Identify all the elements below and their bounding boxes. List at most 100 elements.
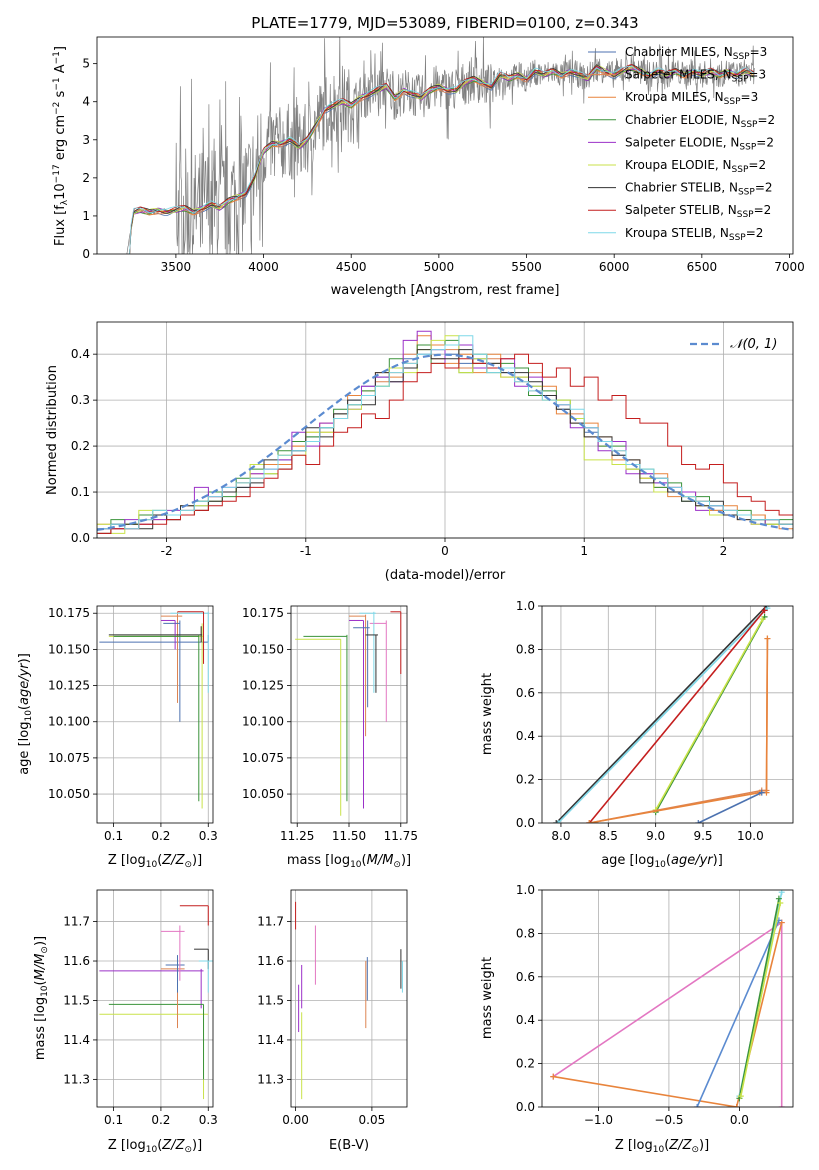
x-tick-label: 4500: [336, 260, 367, 274]
y-tick-label: 4: [82, 95, 90, 109]
y-tick-label: 0.8: [516, 642, 535, 656]
y-tick-label: 1.0: [516, 599, 535, 613]
x-axis-label: age [log10(age/yr)]: [601, 853, 723, 870]
y-tick-label: 10.175: [48, 606, 90, 620]
weight-marker: [764, 635, 771, 642]
x-tick-label: 9.5: [693, 829, 712, 843]
legend-label: Kroupa MILES, NSSP=3: [625, 90, 758, 107]
y-tick-label: 11.7: [257, 915, 284, 929]
y-tick-label: 0.4: [516, 1013, 535, 1027]
normal-curve: [97, 353, 793, 531]
y-tick-label: 11.5: [63, 993, 90, 1007]
panel-mass-vs-EBV: 0.00 0.05 11.3 11.4 11.5 11.6 11.7 E(B-V): [257, 889, 408, 1153]
weight-marker: [550, 1073, 557, 1080]
x-tick-label: 0.3: [199, 1113, 218, 1127]
x-tick-label: 8.0: [551, 829, 570, 843]
legend-label: Salpeter STELIB, NSSP=2: [625, 203, 771, 220]
weight-marker: [553, 820, 560, 823]
y-tick-label: 11.7: [63, 915, 90, 929]
plot-area: [97, 330, 793, 538]
legend-label: Chabrier MILES, NSSP=3: [625, 45, 767, 62]
y-tick-label: 0: [82, 247, 90, 261]
legend-label: Kroupa ELODIE, NSSP=2: [625, 158, 766, 175]
axes-frame: [96, 605, 214, 824]
legend-label: Salpeter ELODIE, NSSP=2: [625, 135, 774, 152]
panel-spectrum: 3500 4000 4500 5000 5500 6000 6500 7000 0 1 2 3 4 5 wa…: [52, 36, 805, 298]
weight-line: [557, 607, 768, 823]
weight-line: [697, 791, 763, 823]
y-tick-label: 10.125: [48, 679, 90, 693]
y-tick-label: 5: [82, 57, 90, 71]
x-tick-label: 1: [580, 544, 588, 558]
legend-label: Salpeter MILES, NSSP=3: [625, 68, 766, 85]
weight-marker: [761, 607, 768, 614]
residual-histogram: [97, 353, 793, 538]
weight-marker: [737, 1093, 744, 1100]
x-tick-label: 0.0: [730, 1113, 749, 1127]
axes-frame: [541, 605, 794, 824]
y-tick-label: 10.050: [242, 787, 284, 801]
axes-frame: [290, 605, 408, 824]
legend-label: Kroupa STELIB, NSSP=2: [625, 226, 763, 243]
weight-line: [552, 920, 783, 1107]
y-tick-label: 0.6: [516, 686, 535, 700]
y-tick-label: 10.150: [48, 642, 90, 656]
panel-massweight-vs-age: 8.0 8.5 9.0 9.5 10.0 0.0 0.2 0.4 0.6 0.8 1.0 age [l…: [480, 599, 794, 870]
weight-marker: [586, 820, 593, 823]
x-tick-label: 3500: [161, 260, 192, 274]
x-axis-label: Z [log10(Z/Z⊙)]: [108, 853, 202, 870]
weight-marker: [695, 820, 702, 823]
weight-marker: [694, 1104, 701, 1107]
x-tick-label: 10.0: [737, 829, 764, 843]
y-tick-label: 0.3: [71, 393, 90, 407]
y-tick-label: 1: [82, 209, 90, 223]
axes-frame: [541, 889, 794, 1108]
weight-line: [738, 898, 780, 1099]
x-axis-label: wavelength [Angstrom, rest frame]: [331, 283, 560, 298]
weight-line: [588, 609, 766, 823]
plot-area: [295, 901, 403, 1100]
x-tick-label: 7000: [774, 260, 805, 274]
x-tick-label: 4000: [248, 260, 279, 274]
y-tick-label: 0.2: [516, 773, 535, 787]
x-tick-label: −1.0: [584, 1113, 613, 1127]
weight-marker: [555, 820, 562, 823]
weight-marker: [733, 1104, 740, 1107]
x-tick-label: 0.1: [104, 829, 123, 843]
y-tick-label: 0.1: [71, 485, 90, 499]
y-tick-label: 10.175: [242, 606, 284, 620]
weight-line: [589, 638, 769, 823]
legend-label: Chabrier ELODIE, NSSP=2: [625, 113, 775, 130]
plot-area: [553, 606, 771, 823]
axes-frame: [96, 36, 794, 255]
x-axis-label: mass [log10(M/M⊙)]: [287, 853, 411, 870]
x-tick-label: 0.3: [199, 829, 218, 843]
y-tick-label: 0.8: [516, 926, 535, 940]
y-tick-label: 11.5: [257, 993, 284, 1007]
panel-mass-vs-Z: 0.1 0.2 0.3 11.3 11.4 11.5 11.6 11.7 Z [log10(Z/…: [33, 889, 218, 1155]
weight-marker: [758, 789, 765, 796]
y-tick-label: 0.4: [71, 347, 90, 361]
x-axis-label: (data-model)/error: [385, 568, 506, 583]
y-tick-label: 10.075: [48, 751, 90, 765]
x-axis-label: E(B-V): [329, 1138, 369, 1153]
plot-area: [99, 905, 213, 1100]
x-tick-label: 11.75: [384, 829, 418, 843]
y-axis-label: Normed distribution: [45, 365, 60, 495]
y-tick-label: 10.075: [242, 751, 284, 765]
x-tick-label: 0.05: [359, 1113, 386, 1127]
x-tick-label: 8.5: [599, 829, 618, 843]
y-axis-label: mass [log10(M/M⊙)]: [33, 936, 50, 1060]
model-spectrum-line: [126, 65, 754, 254]
model-spectrum-line: [126, 69, 754, 254]
y-tick-label: 2: [82, 171, 90, 185]
x-tick-label: 0.1: [104, 1113, 123, 1127]
y-tick-label: 0.6: [516, 970, 535, 984]
y-tick-label: 10.100: [48, 715, 90, 729]
axes-frame: [96, 321, 794, 539]
weight-line: [553, 922, 783, 1107]
y-tick-label: 0.0: [516, 1100, 535, 1114]
axes-frame: [290, 889, 408, 1108]
x-tick-label: 0.2: [151, 829, 170, 843]
